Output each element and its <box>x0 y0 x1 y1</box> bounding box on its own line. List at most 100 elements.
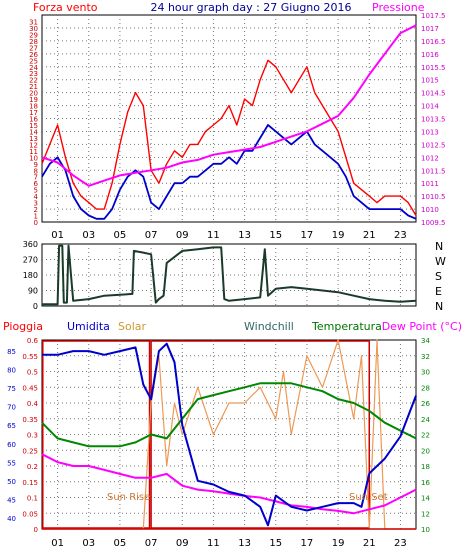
temperature-y-tick-label: 24 <box>421 416 430 424</box>
rain-y-tick-label: 0.45 <box>22 384 38 392</box>
x-tick-label: 15 <box>269 230 282 241</box>
pressure-y-tick-label: 1011.5 <box>421 167 446 175</box>
pressure-y-ticks: 1009.5 1010 1010.5 1011 1011.5 1012 1012.5 1013… <box>421 12 446 227</box>
x-tick-label: 19 <box>332 230 345 241</box>
rain-y-tick-label: 0.1 <box>27 495 38 503</box>
wind-y-tick-label: 22 <box>29 77 38 85</box>
pressure-y-tick-label: 1012.5 <box>421 141 446 149</box>
temperature-y-tick-label: 32 <box>421 353 430 361</box>
temperature-y-tick-label: 22 <box>421 432 430 440</box>
temperature-y-tick-label: 10 <box>421 526 430 534</box>
temperature-y-tick-label: 20 <box>421 447 430 455</box>
humidity-y-tick-label: 65 <box>7 422 16 430</box>
wind-y-tick-label: 24 <box>29 64 38 72</box>
pressure-y-tick-label: 1010 <box>421 206 439 214</box>
pressure-y-tick-label: 1011 <box>421 180 439 188</box>
rain-y-tick-label: 0.15 <box>22 479 38 487</box>
wind-y-tick-label: 27 <box>29 44 38 52</box>
temperature-axis-label: Temperatura <box>311 320 382 333</box>
wind-y-tick-label: 28 <box>29 38 38 46</box>
wind-y-tick-label: 21 <box>29 83 38 91</box>
pressure-y-tick-label: 1015 <box>421 77 439 85</box>
wind-y-tick-label: 2 <box>34 206 38 214</box>
x-tick-label: 13 <box>238 230 251 241</box>
rain-y-tick-label: 0.4 <box>27 400 39 408</box>
direction-y-tick-label: 0 <box>33 302 38 311</box>
rain-y-tick-label: 0.6 <box>27 337 39 345</box>
pressure-y-tick-label: 1009.5 <box>421 219 446 227</box>
rain-y-tick-label: 0.3 <box>27 432 38 440</box>
chart-title: 24 hour graph day : 27 Giugno 2016 <box>150 1 351 14</box>
x-tick-label: 03 <box>82 230 95 241</box>
temperature-line <box>41 382 417 448</box>
pressure-y-tick-label: 1013 <box>421 128 439 136</box>
x-tick-labels-top: 01 03 05 07 09 11 13 15 17 19 21 23 <box>51 230 407 241</box>
wind-y-tick-label: 18 <box>29 103 38 111</box>
direction-y-ticks: 360 270 180 90 0 <box>23 240 38 311</box>
wind-y-tick-label: 3 <box>34 200 38 208</box>
rain-y-tick-label: 0.55 <box>22 353 38 361</box>
compass-label: E <box>435 285 442 298</box>
temperature-y-tick-label: 34 <box>421 337 430 345</box>
wind-y-tick-label: 7 <box>34 174 38 182</box>
humidity-y-tick-label: 75 <box>7 385 16 393</box>
pressure-axis-label: Pressione <box>372 1 425 14</box>
x-tick-label: 01 <box>51 230 64 241</box>
compass-label: W <box>435 255 446 268</box>
weather-plot-area <box>41 339 417 530</box>
temperature-y-tick-label: 28 <box>421 384 430 392</box>
wind-y-tick-label: 8 <box>34 167 38 175</box>
wind-axis-label: Forza vento <box>33 1 98 14</box>
temperature-y-tick-label: 12 <box>421 510 430 518</box>
direction-y-tick-label: 270 <box>23 256 38 265</box>
x-tick-label: 03 <box>82 538 95 549</box>
sunset-annotation: Sun Set <box>349 492 388 503</box>
humidity-y-tick-label: 40 <box>7 515 16 523</box>
wind-y-tick-label: 1 <box>34 213 38 221</box>
wind-y-tick-label: 16 <box>29 116 38 124</box>
x-tick-label: 09 <box>176 230 189 241</box>
pressure-y-tick-label: 1013.5 <box>421 116 446 124</box>
solar-line <box>42 339 416 530</box>
wind-y-tick-label: 29 <box>29 31 38 39</box>
wind-pressure-plot-area <box>41 14 417 223</box>
humidity-y-tick-label: 70 <box>7 404 16 412</box>
pressure-y-tick-label: 1017 <box>421 25 439 33</box>
temperature-y-tick-label: 16 <box>421 479 430 487</box>
wind-y-tick-label: 9 <box>34 161 38 169</box>
x-tick-label: 23 <box>394 230 407 241</box>
humidity-y-ticks: 40 45 50 55 60 65 70 75 80 85 <box>7 348 16 523</box>
wind-y-tick-label: 6 <box>34 180 39 188</box>
wind-pressure-series <box>41 24 417 220</box>
dewpoint-line <box>41 453 417 515</box>
wind-y-tick-label: 25 <box>29 57 38 65</box>
direction-y-tick-label: 180 <box>23 271 38 280</box>
compass-label: S <box>435 270 442 283</box>
temperature-y-tick-label: 14 <box>421 495 430 503</box>
rain-y-ticks: 0 0.05 0.1 0.15 0.2 0.25 0.3 0.35 0.4 0.45 0.5 0.55… <box>22 337 38 534</box>
rain-y-tick-label: 0.5 <box>27 369 38 377</box>
x-tick-label: 07 <box>145 538 158 549</box>
temperature-y-ticks: 10 12 14 16 18 20 22 24 26 28 30 32 34 <box>421 337 430 534</box>
x-tick-label: 19 <box>332 538 345 549</box>
wind-y-tick-label: 20 <box>29 90 38 98</box>
humidity-y-tick-label: 50 <box>7 478 16 486</box>
x-tick-label: 15 <box>269 538 282 549</box>
rain-y-tick-label: 0.05 <box>22 510 38 518</box>
wind-direction-line <box>42 244 417 306</box>
weather-series <box>41 339 417 530</box>
x-tick-label: 11 <box>207 230 220 241</box>
x-tick-label: 13 <box>238 538 251 549</box>
humidity-y-tick-label: 55 <box>7 459 16 467</box>
humidity-y-tick-label: 85 <box>7 348 16 356</box>
wind-y-ticks: 0123456789101112131415161718192021222324… <box>29 18 38 227</box>
wind-y-tick-label: 15 <box>29 122 38 130</box>
rain-y-tick-label: 0.2 <box>27 463 38 471</box>
pressure-y-tick-label: 1010.5 <box>421 193 446 201</box>
x-tick-label: 21 <box>363 538 376 549</box>
wind-gust-line <box>41 59 417 216</box>
rain-axis-label: Pioggia <box>3 320 43 333</box>
rain-y-tick-label: 0 <box>34 526 38 534</box>
